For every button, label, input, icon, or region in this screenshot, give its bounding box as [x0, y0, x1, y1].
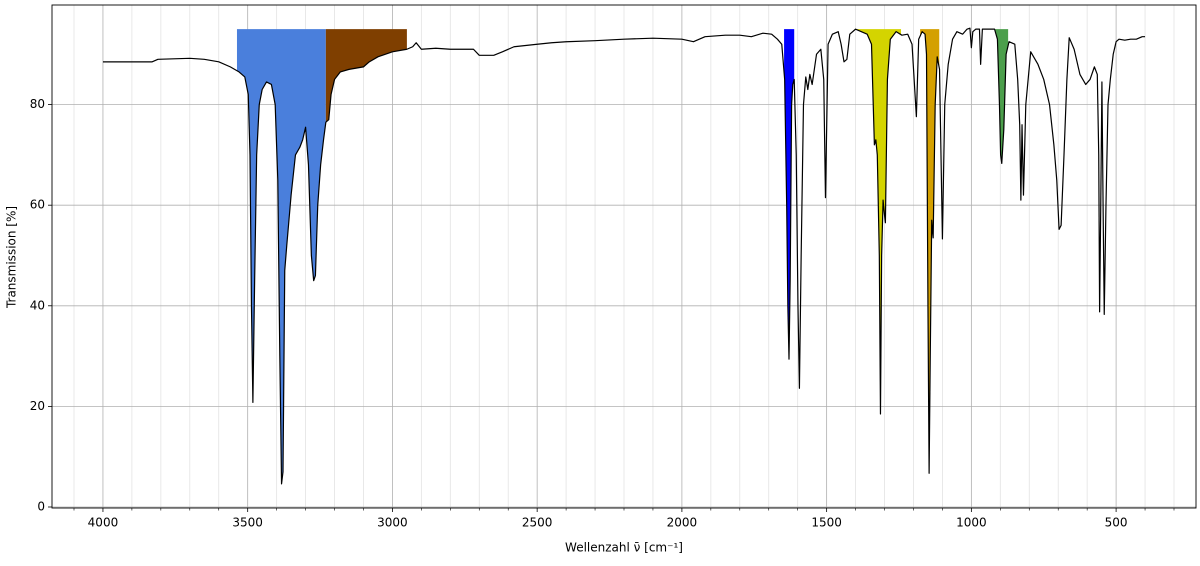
x-tick-label: 4000: [88, 516, 119, 530]
y-tick-label: 60: [30, 198, 45, 212]
band: [784, 29, 795, 360]
x-tick-label: 2000: [667, 516, 698, 530]
band: [325, 29, 407, 123]
y-tick-label: 80: [30, 97, 45, 111]
y-tick-label: 0: [37, 499, 45, 513]
x-tick-label: 3500: [232, 516, 263, 530]
x-tick-label: 500: [1105, 516, 1128, 530]
band: [236, 29, 326, 484]
spectrum-line: [102, 27, 1146, 485]
x-tick-label: 1500: [811, 516, 842, 530]
x-axis-label: Wellenzahl ν̄ [cm⁻¹]: [565, 541, 683, 555]
y-axis-label: Transmission [%]: [5, 206, 19, 309]
x-tick-label: 1000: [956, 516, 987, 530]
band: [856, 29, 902, 414]
plot-frame: [51, 4, 1197, 509]
y-tick-label: 20: [30, 399, 45, 413]
x-tick-label: 2500: [522, 516, 553, 530]
y-tick-label: 40: [30, 298, 45, 312]
x-tick-label: 3000: [377, 516, 408, 530]
band: [994, 29, 1009, 164]
